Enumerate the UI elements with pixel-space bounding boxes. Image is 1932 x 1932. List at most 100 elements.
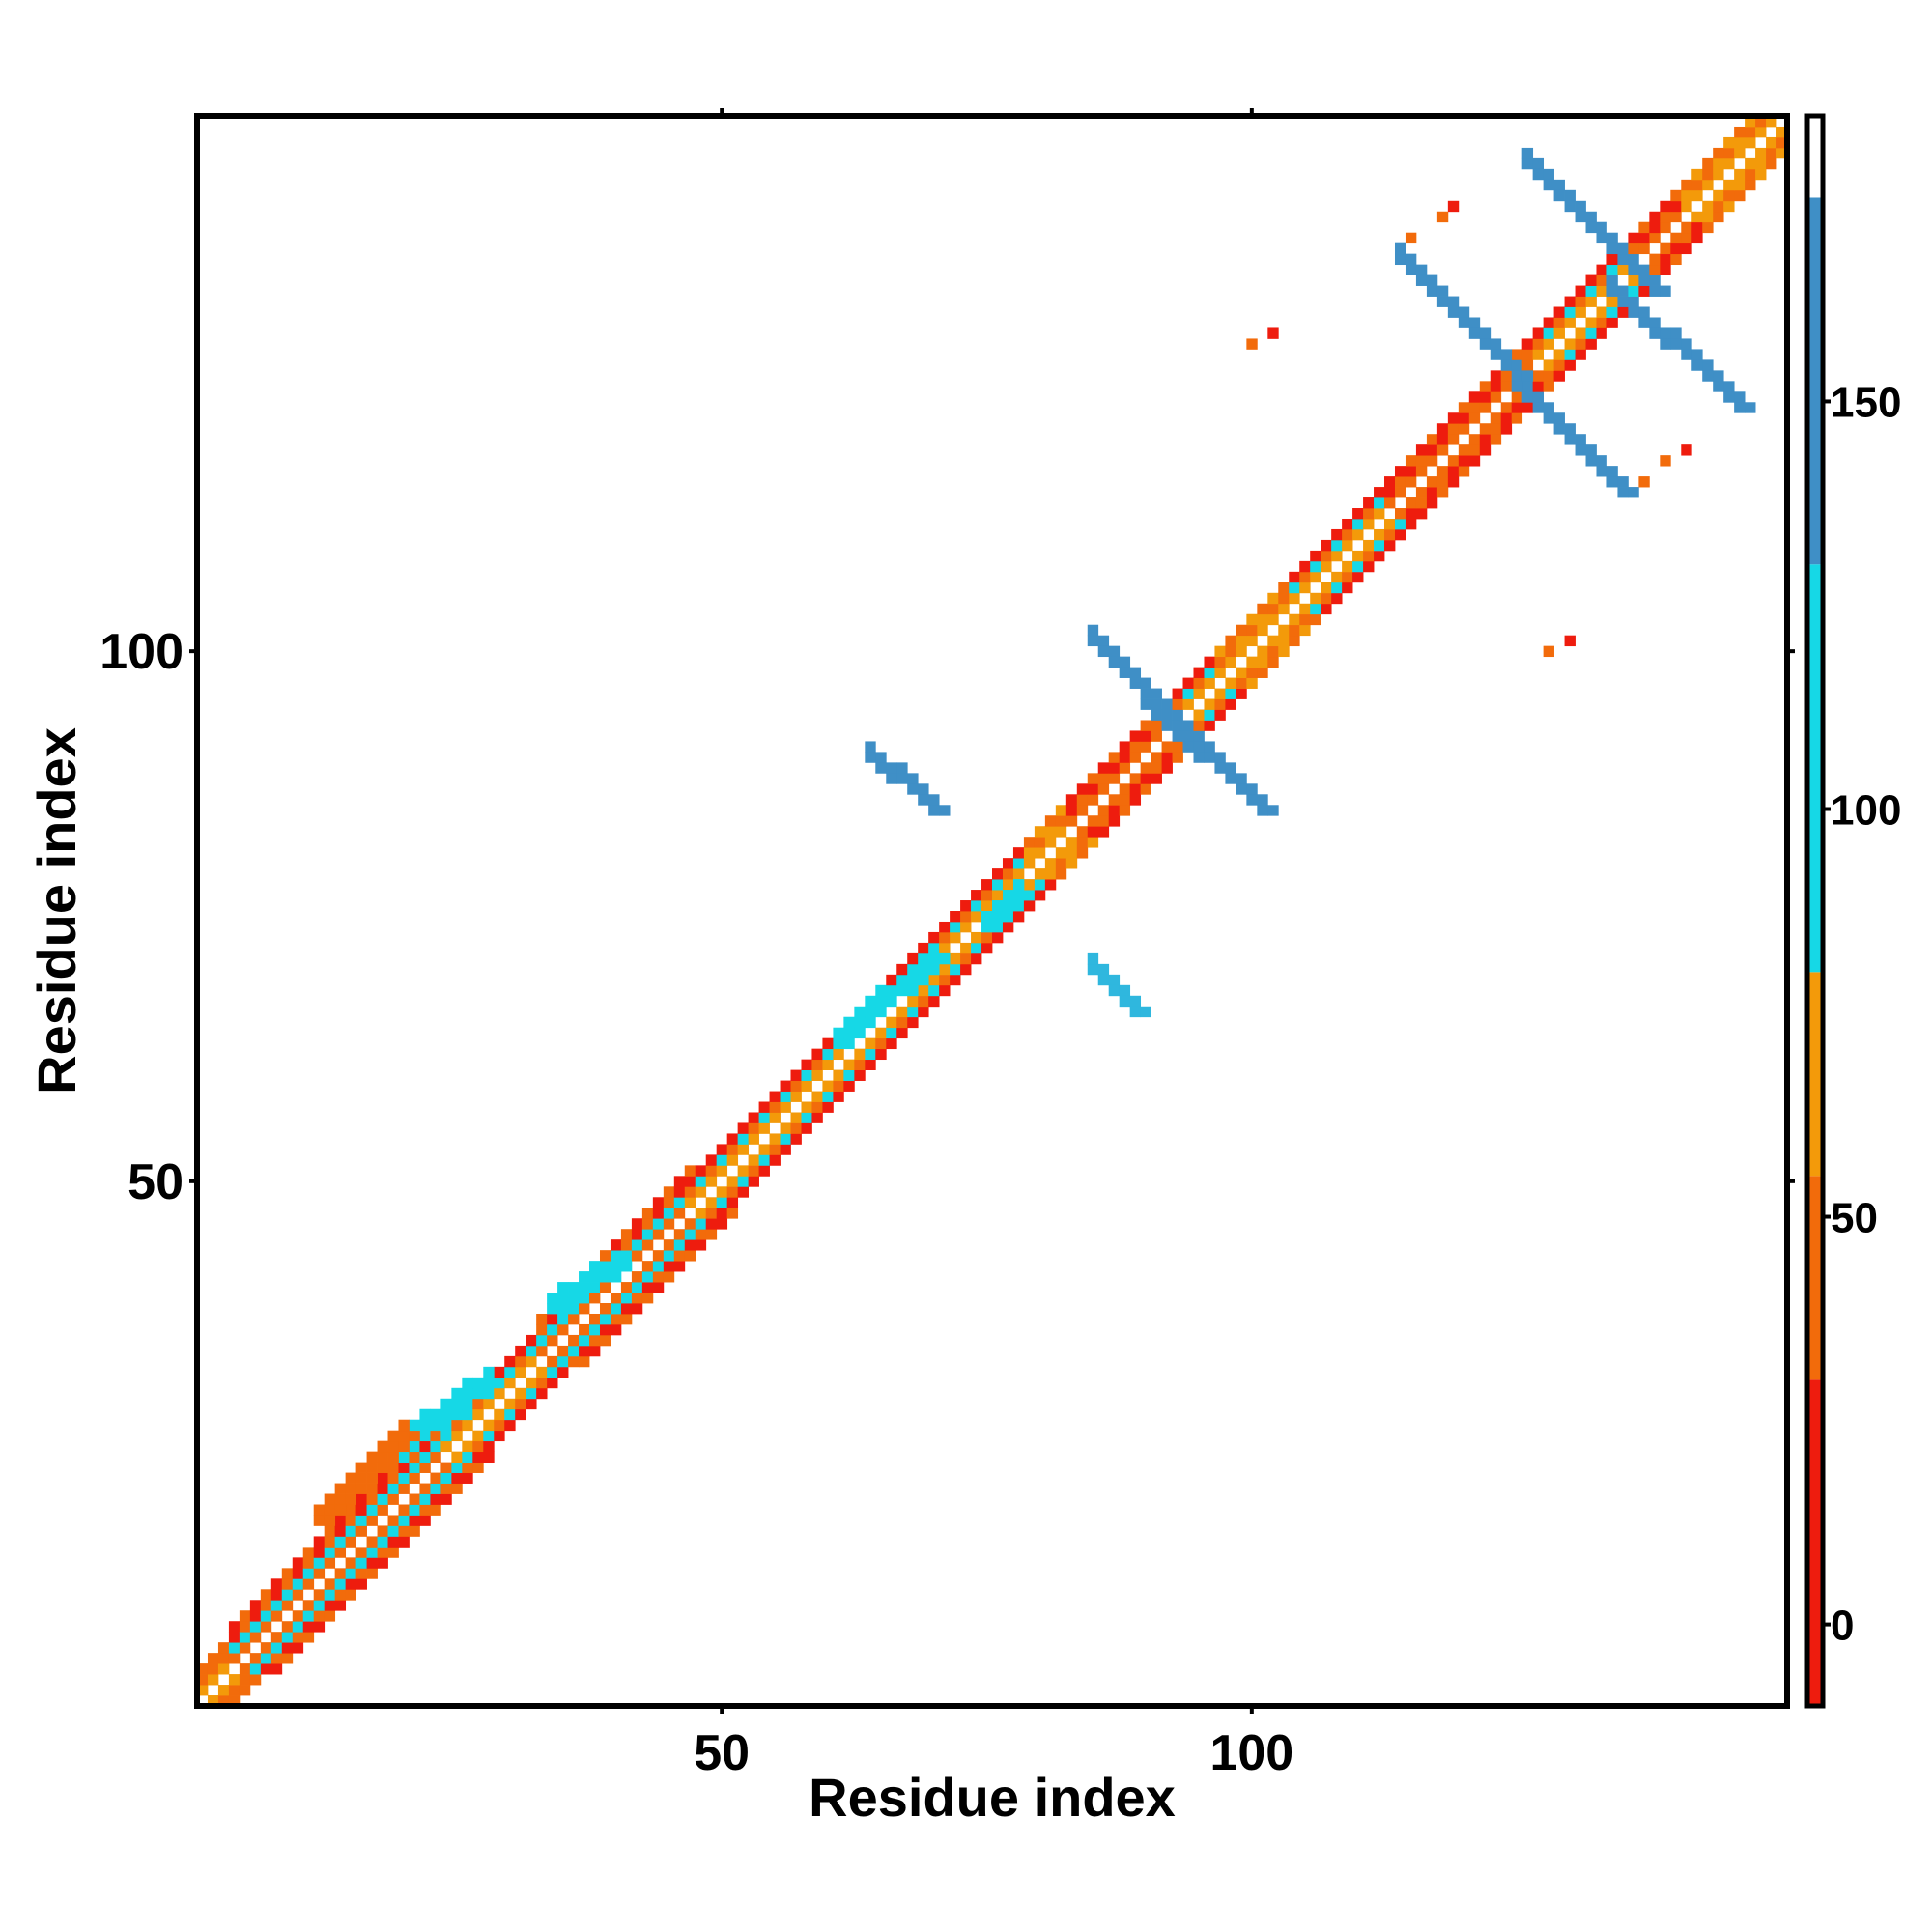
heatmap-cell (1161, 741, 1173, 753)
heatmap-cell (1617, 285, 1629, 297)
heatmap-cell (822, 1101, 834, 1113)
heatmap-cell (1087, 783, 1099, 795)
heatmap-cell (409, 1462, 420, 1473)
heatmap-cell (1617, 306, 1629, 318)
heatmap-cell (313, 1610, 326, 1622)
heatmap-cell (1426, 274, 1438, 286)
heatmap-cell (1564, 434, 1576, 445)
heatmap-cell (854, 1016, 866, 1029)
heatmap-cell (1596, 466, 1607, 477)
heatmap-cell (620, 1239, 633, 1251)
heatmap-cell (1214, 688, 1226, 699)
heatmap-cell (1225, 773, 1236, 784)
heatmap-cell (1564, 423, 1576, 435)
heatmap-cell (599, 1323, 611, 1336)
heatmap-cell (1596, 221, 1607, 234)
heatmap-cell (1543, 370, 1554, 382)
heatmap-cell (398, 1536, 410, 1548)
heatmap-cell (886, 773, 897, 784)
heatmap-cell (663, 1250, 675, 1262)
heatmap-cell (1415, 508, 1428, 520)
heatmap-cell (1172, 698, 1183, 710)
heatmap-cell (1289, 624, 1300, 637)
heatmap-cell (398, 1525, 410, 1537)
heatmap-cell (886, 995, 897, 1008)
heatmap-cell (589, 1271, 601, 1283)
heatmap-cell (1405, 466, 1417, 477)
heatmap-cell (918, 952, 929, 965)
heatmap-cell (1553, 370, 1565, 382)
heatmap-cell (1394, 242, 1406, 255)
heatmap-cell (1638, 264, 1650, 275)
heatmap-cell (1564, 317, 1576, 328)
heatmap-cell (1055, 826, 1067, 838)
heatmap-cell (419, 1462, 431, 1473)
heatmap-cell (239, 1642, 251, 1654)
colorbar-tick-label: 50 (1831, 1195, 1878, 1242)
heatmap-cell (652, 1250, 665, 1262)
heatmap-cell (1426, 455, 1438, 467)
heatmap-cell (387, 1472, 399, 1484)
heatmap-cell (462, 1377, 473, 1389)
heatmap-cell (292, 1632, 304, 1643)
heatmap-cell (355, 1462, 367, 1473)
heatmap-cell (1044, 858, 1057, 869)
heatmap-cell (579, 1293, 590, 1304)
heatmap-cell (641, 1282, 654, 1293)
heatmap-cell (515, 1408, 526, 1421)
heatmap-cell (1012, 858, 1025, 869)
heatmap-cell (1713, 200, 1724, 213)
heatmap-cell (483, 1419, 495, 1432)
heatmap-cell (1649, 264, 1661, 275)
heatmap-cell (1447, 200, 1460, 213)
heatmap-cell (1458, 455, 1470, 467)
colorbar-band (1807, 116, 1823, 198)
heatmap-cell (1119, 656, 1131, 668)
heatmap-cell (1681, 338, 1692, 350)
heatmap-cell (1670, 327, 1682, 339)
heatmap-cell (1426, 497, 1438, 509)
heatmap-cell (1628, 296, 1639, 307)
heatmap-cell (440, 1398, 452, 1410)
heatmap-cell (1193, 752, 1205, 763)
heatmap-cell (1097, 826, 1110, 838)
heatmap-cell (1097, 815, 1110, 827)
heatmap-cell (1596, 306, 1607, 318)
heatmap-cell (1458, 466, 1470, 477)
x-axis-title: Residue index (809, 1767, 1176, 1828)
heatmap-cell (1374, 539, 1385, 552)
heatmap-cell (939, 963, 951, 976)
heatmap-cell (494, 1377, 505, 1389)
heatmap-cell (270, 1589, 283, 1601)
heatmap-cell (1278, 635, 1290, 647)
heatmap-cell (260, 1621, 272, 1633)
heatmap-cell (409, 1472, 420, 1484)
heatmap-cell (1151, 709, 1162, 721)
heatmap-cell (1214, 709, 1226, 721)
heatmap-cell (801, 1059, 812, 1070)
heatmap-cell (769, 1091, 781, 1102)
heatmap-cell (334, 1568, 347, 1579)
heatmap-cell (907, 1006, 919, 1018)
heatmap-cell (430, 1472, 441, 1484)
heatmap-cell (1321, 550, 1332, 562)
heatmap-cell (557, 1345, 569, 1357)
heatmap-cell (1702, 370, 1714, 382)
heatmap-cell (1076, 805, 1089, 816)
heatmap-cell (652, 1197, 665, 1208)
heatmap-cell (928, 794, 940, 806)
heatmap-cell (313, 1589, 326, 1601)
heatmap-cell (547, 1293, 558, 1304)
heatmap-cell (992, 890, 1004, 901)
heatmap-cell (526, 1377, 537, 1389)
heatmap-cell (1161, 709, 1173, 721)
heatmap-cell (1617, 242, 1629, 255)
heatmap-cell (228, 1621, 241, 1633)
heatmap-cell (1415, 497, 1428, 509)
heatmap-cell (610, 1250, 622, 1262)
heatmap-cell (1521, 338, 1534, 350)
heatmap-cell (302, 1632, 315, 1643)
heatmap-cell (1649, 274, 1661, 286)
heatmap-cell (1097, 974, 1110, 986)
heatmap-cell (822, 1037, 834, 1050)
